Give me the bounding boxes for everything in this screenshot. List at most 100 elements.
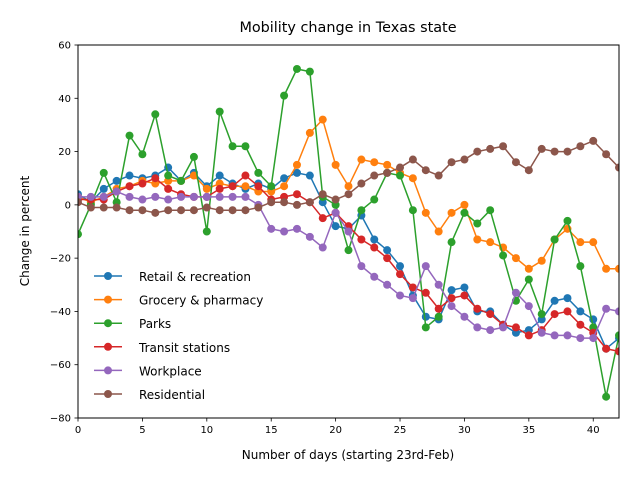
x-tick-label: 35 — [522, 425, 535, 436]
data-point — [563, 331, 572, 340]
data-point — [447, 286, 456, 295]
legend-marker — [104, 390, 112, 398]
data-point — [434, 304, 443, 313]
data-point — [125, 131, 134, 140]
data-point — [241, 142, 250, 151]
data-point — [280, 91, 289, 100]
data-point — [421, 208, 430, 217]
data-point — [421, 323, 430, 332]
data-point — [499, 251, 508, 260]
data-point — [473, 147, 482, 156]
data-point — [241, 192, 250, 201]
data-point — [615, 347, 619, 356]
data-point — [280, 174, 289, 183]
data-point — [99, 184, 108, 193]
y-tick-label: 60 — [58, 41, 71, 52]
data-point — [357, 179, 366, 188]
data-point — [292, 160, 301, 169]
data-point — [434, 227, 443, 236]
data-point — [486, 206, 495, 215]
data-point — [344, 182, 353, 191]
data-point — [460, 283, 469, 292]
data-point — [421, 288, 430, 297]
x-tick-label: 5 — [139, 425, 145, 436]
data-point — [563, 216, 572, 225]
data-point — [228, 182, 237, 191]
data-point — [78, 230, 82, 239]
data-point — [370, 235, 379, 244]
data-point — [189, 192, 198, 201]
data-point — [486, 144, 495, 153]
data-point — [125, 192, 134, 201]
data-point — [125, 206, 134, 215]
data-point — [99, 203, 108, 212]
data-point — [138, 150, 147, 159]
series-lines — [78, 64, 619, 401]
data-point — [344, 246, 353, 255]
data-point — [318, 243, 327, 252]
data-point — [241, 206, 250, 215]
x-tick-label: 40 — [587, 425, 600, 436]
data-point — [408, 294, 417, 303]
data-point — [202, 192, 211, 201]
data-point — [499, 142, 508, 151]
axis-ticks: 0 5 10 15 20 25 30 35 40 −80 −60 −40 −20 0 20 40 60 — [50, 41, 600, 437]
data-point — [331, 160, 340, 169]
data-point — [576, 320, 585, 329]
data-point — [357, 262, 366, 271]
data-point — [408, 283, 417, 292]
data-point — [254, 182, 263, 191]
data-point — [460, 208, 469, 217]
data-point — [434, 280, 443, 289]
data-point — [177, 206, 186, 215]
data-point — [511, 254, 520, 263]
data-point — [576, 142, 585, 151]
data-point — [421, 312, 430, 321]
data-point — [396, 171, 405, 180]
data-point — [138, 206, 147, 215]
data-point — [537, 310, 546, 319]
legend-entry: Retail & recreation — [139, 270, 251, 284]
data-point — [189, 152, 198, 161]
data-point — [370, 272, 379, 281]
data-point — [331, 195, 340, 204]
data-point — [241, 182, 250, 191]
data-point — [396, 291, 405, 300]
data-point — [292, 168, 301, 177]
data-point — [151, 208, 160, 217]
data-point — [241, 171, 250, 180]
data-point — [215, 184, 224, 193]
data-point — [331, 222, 340, 231]
data-point — [344, 190, 353, 199]
data-point — [280, 198, 289, 207]
data-point — [177, 176, 186, 185]
data-point — [473, 304, 482, 313]
data-point — [86, 203, 95, 212]
data-point — [615, 331, 619, 340]
x-tick-label: 25 — [394, 425, 407, 436]
data-point — [576, 238, 585, 247]
data-point — [78, 198, 82, 207]
legend-entry: Transit stations — [138, 341, 230, 355]
data-point — [499, 323, 508, 332]
data-point — [99, 192, 108, 201]
data-point — [396, 163, 405, 172]
data-point — [305, 128, 314, 137]
data-point — [125, 171, 134, 180]
data-point — [305, 198, 314, 207]
data-point — [112, 176, 121, 185]
data-point — [396, 270, 405, 279]
data-point — [370, 171, 379, 180]
data-point — [486, 310, 495, 319]
data-point — [228, 206, 237, 215]
legend-marker — [104, 272, 112, 280]
data-point — [202, 203, 211, 212]
data-point — [112, 187, 121, 196]
data-point — [576, 334, 585, 343]
data-point — [370, 195, 379, 204]
data-point — [524, 302, 533, 311]
data-point — [473, 323, 482, 332]
y-tick-label: 40 — [58, 94, 71, 105]
